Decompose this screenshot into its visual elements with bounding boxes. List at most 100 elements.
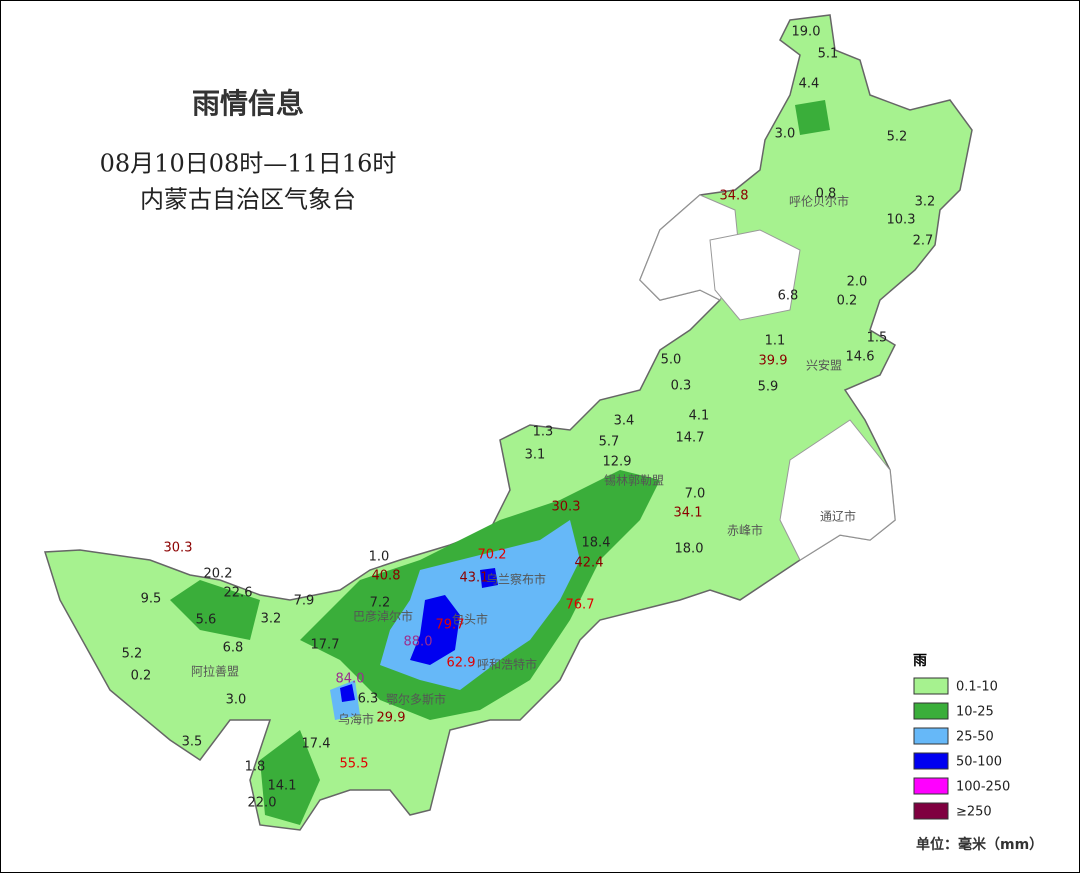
station-value: 34.1 bbox=[674, 506, 703, 521]
station-value: 7.2 bbox=[370, 596, 391, 611]
station-value: 3.5 bbox=[182, 735, 203, 750]
rainstorm bbox=[410, 595, 460, 665]
station-value: 5.0 bbox=[661, 353, 682, 368]
station-value: 12.9 bbox=[603, 455, 632, 470]
region-label: 通辽市 bbox=[820, 509, 856, 524]
unit-label: 单位：毫米（mm） bbox=[916, 836, 1043, 853]
station-value: 18.0 bbox=[675, 542, 704, 557]
dry-area bbox=[779, 419, 896, 561]
station-value: 34.8 bbox=[720, 189, 749, 204]
issuer: 内蒙古自治区气象台 bbox=[140, 186, 356, 214]
region-label: 巴彦淖尔市 bbox=[353, 609, 413, 624]
legend-label: 25-50 bbox=[956, 730, 994, 745]
station-value: 0.2 bbox=[131, 669, 152, 684]
region-label: 兴安盟 bbox=[806, 358, 842, 373]
station-value: 3.2 bbox=[915, 195, 936, 210]
station-value: 6.8 bbox=[778, 289, 799, 304]
station-value: 22.0 bbox=[248, 796, 277, 811]
station-value: 22.6 bbox=[224, 586, 253, 601]
moderate-rain bbox=[260, 730, 320, 825]
legend-swatch bbox=[913, 752, 949, 770]
station-value: 5.2 bbox=[887, 130, 908, 145]
station-value: 18.4 bbox=[582, 536, 611, 551]
station-value: 2.0 bbox=[847, 275, 868, 290]
station-value: 3.0 bbox=[775, 127, 796, 142]
station-value: 1.5 bbox=[867, 331, 888, 346]
station-value: 20.2 bbox=[204, 567, 233, 582]
region-label: 赤峰市 bbox=[727, 523, 763, 538]
station-value: 1.8 bbox=[245, 760, 266, 775]
station-value: 1.3 bbox=[533, 425, 554, 440]
station-value: 29.9 bbox=[377, 711, 406, 726]
station-value: 3.1 bbox=[525, 448, 546, 463]
station-value: 88.0 bbox=[404, 635, 433, 650]
station-value: 17.7 bbox=[311, 638, 340, 653]
moderate-rain bbox=[795, 100, 830, 135]
station-value: 14.7 bbox=[676, 431, 705, 446]
station-value: 0.2 bbox=[837, 294, 858, 309]
title: 雨情信息 bbox=[192, 87, 304, 120]
station-value: 40.8 bbox=[372, 569, 401, 584]
region-label: 呼和浩特市 bbox=[477, 657, 537, 672]
station-value: 84.0 bbox=[336, 672, 365, 687]
map-shapes bbox=[43, 14, 973, 831]
station-value: 14.6 bbox=[846, 350, 875, 365]
station-value: 5.1 bbox=[818, 47, 839, 62]
region-label: 锡林郭勒盟 bbox=[604, 473, 664, 488]
legend-label: 100-250 bbox=[956, 780, 1010, 795]
moderate-rain bbox=[170, 580, 260, 640]
station-value: 0.3 bbox=[671, 379, 692, 394]
station-value: 14.1 bbox=[268, 779, 297, 794]
legend-swatch bbox=[913, 702, 949, 720]
region-label: 乌兰察布市 bbox=[486, 572, 546, 587]
station-value: 19.0 bbox=[792, 25, 821, 40]
station-value: 4.1 bbox=[689, 409, 710, 424]
station-value: 7.9 bbox=[294, 594, 315, 609]
station-value: 30.3 bbox=[552, 500, 581, 515]
legend-label: ≥250 bbox=[956, 805, 992, 820]
station-value: 1.0 bbox=[369, 550, 390, 565]
rainstorm bbox=[340, 684, 355, 702]
region-label: 乌海市 bbox=[338, 712, 374, 727]
region-label: 呼伦贝尔市 bbox=[789, 194, 849, 209]
legend-swatch bbox=[913, 777, 949, 795]
dry-area bbox=[709, 229, 801, 321]
station-value: 5.6 bbox=[196, 613, 217, 628]
subtitle: 08月10日08时—11日16时 bbox=[100, 150, 397, 178]
station-value: 62.9 bbox=[447, 656, 476, 671]
station-value: 3.0 bbox=[226, 693, 247, 708]
station-value: 1.1 bbox=[765, 334, 786, 349]
station-value: 39.9 bbox=[759, 354, 788, 369]
legend-swatch bbox=[913, 802, 949, 820]
station-value: 79.7 bbox=[436, 618, 465, 633]
station-value: 42.4 bbox=[575, 556, 604, 571]
legend-label: 0.1-10 bbox=[956, 680, 998, 695]
station-value: 17.4 bbox=[302, 737, 331, 752]
station-value: 0.8 bbox=[816, 187, 837, 202]
station-value: 2.7 bbox=[913, 234, 934, 249]
station-value: 4.4 bbox=[799, 77, 820, 92]
station-value: 7.0 bbox=[685, 487, 706, 502]
station-value: 3.2 bbox=[261, 612, 282, 627]
station-value: 5.2 bbox=[122, 647, 143, 662]
station-value: 3.4 bbox=[614, 414, 635, 429]
station-value: 55.5 bbox=[340, 757, 369, 772]
legend-title: 雨 bbox=[913, 653, 927, 669]
legend-label: 50-100 bbox=[956, 755, 1002, 770]
region-label: 包头市 bbox=[452, 612, 488, 627]
station-value: 9.5 bbox=[141, 592, 162, 607]
legend-swatch bbox=[913, 727, 949, 745]
station-value: 30.3 bbox=[164, 541, 193, 556]
station-value: 43.1 bbox=[460, 571, 489, 586]
legend-swatch bbox=[913, 677, 949, 695]
station-value: 5.9 bbox=[758, 380, 779, 395]
station-value: 76.7 bbox=[566, 598, 595, 613]
region-label: 鄂尔多斯市 bbox=[386, 692, 446, 707]
province-outline bbox=[43, 14, 973, 831]
legend-label: 10-25 bbox=[956, 705, 994, 720]
station-value: 10.3 bbox=[887, 213, 916, 228]
station-value: 70.2 bbox=[478, 548, 507, 563]
station-value: 6.3 bbox=[358, 692, 379, 707]
station-value: 5.7 bbox=[599, 435, 620, 450]
